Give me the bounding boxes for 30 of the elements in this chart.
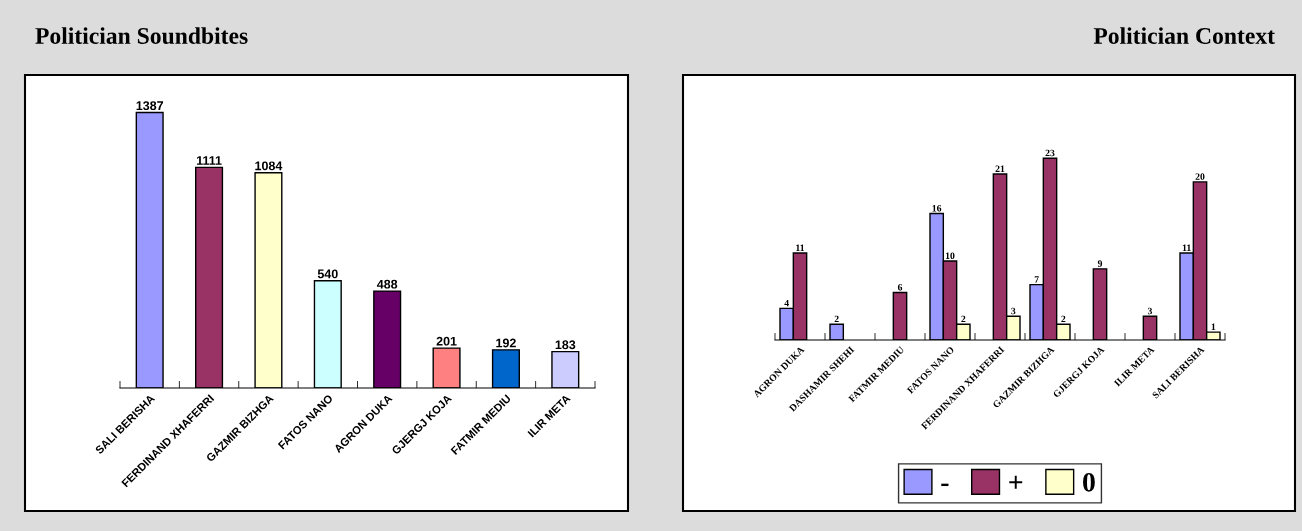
data-label: 11 bbox=[796, 244, 805, 251]
data-label: 1084 bbox=[255, 161, 283, 171]
data-label: 11 bbox=[1182, 244, 1191, 251]
data-label: 1387 bbox=[136, 101, 164, 111]
data-label: 21 bbox=[995, 165, 1005, 172]
data-label: 1 bbox=[1211, 323, 1216, 331]
data-label: 16 bbox=[932, 205, 942, 212]
data-label: 488 bbox=[376, 279, 398, 289]
legend-label: 0 bbox=[1083, 472, 1095, 492]
data-label: 7 bbox=[1034, 276, 1039, 283]
data-label: 4 bbox=[784, 299, 789, 307]
data-label: 9 bbox=[1097, 260, 1103, 267]
data-label: 540 bbox=[317, 269, 338, 279]
data-label: 192 bbox=[496, 338, 516, 348]
data-label: 2 bbox=[1061, 315, 1066, 323]
data-label: 1111 bbox=[196, 156, 222, 165]
data-label: 20 bbox=[1195, 173, 1205, 180]
chart-title: Politician Soundbites bbox=[35, 27, 248, 44]
data-label: 201 bbox=[436, 336, 457, 346]
data-label: 3 bbox=[1011, 307, 1016, 315]
data-label: 2 bbox=[961, 315, 966, 323]
data-label: 10 bbox=[945, 252, 955, 259]
data-label: 3 bbox=[1147, 307, 1153, 315]
chart-title: Politician Context bbox=[1093, 27, 1275, 44]
legend-label: + bbox=[1009, 475, 1023, 489]
data-label: 23 bbox=[1045, 149, 1055, 157]
data-label: 2 bbox=[834, 315, 839, 323]
legend-label: - bbox=[941, 483, 949, 487]
data-label: 183 bbox=[555, 340, 576, 350]
data-label: 6 bbox=[897, 284, 903, 291]
